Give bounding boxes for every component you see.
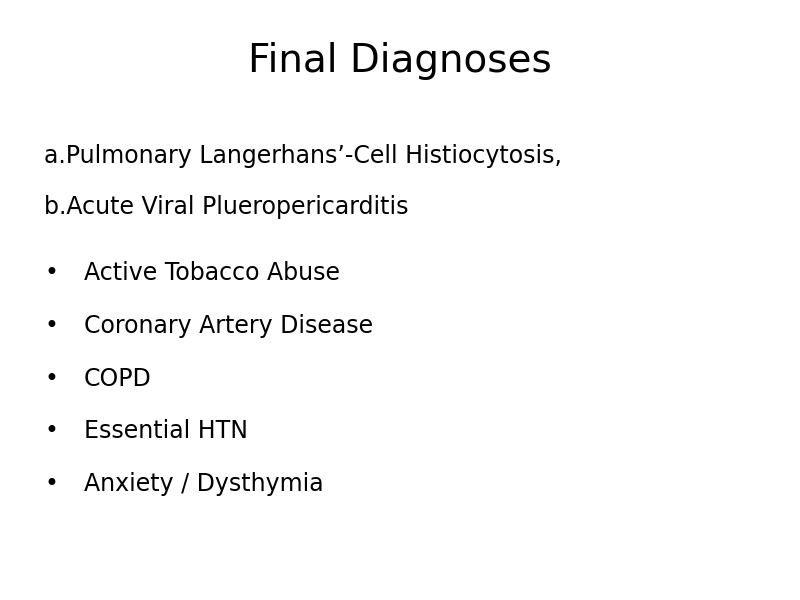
Text: Active Tobacco Abuse: Active Tobacco Abuse xyxy=(84,261,340,285)
Text: a.Pulmonary Langerhans’-Cell Histiocytosis,: a.Pulmonary Langerhans’-Cell Histiocytos… xyxy=(44,144,562,168)
Text: Anxiety / Dysthymia: Anxiety / Dysthymia xyxy=(84,472,324,496)
Text: •: • xyxy=(44,261,58,285)
Text: b.Acute Viral Plueropericarditis: b.Acute Viral Plueropericarditis xyxy=(44,195,409,219)
Text: Essential HTN: Essential HTN xyxy=(84,419,248,443)
Text: •: • xyxy=(44,419,58,443)
Text: •: • xyxy=(44,472,58,496)
Text: Coronary Artery Disease: Coronary Artery Disease xyxy=(84,314,373,338)
Text: Final Diagnoses: Final Diagnoses xyxy=(248,42,552,80)
Text: •: • xyxy=(44,314,58,338)
Text: COPD: COPD xyxy=(84,367,152,391)
Text: •: • xyxy=(44,367,58,391)
